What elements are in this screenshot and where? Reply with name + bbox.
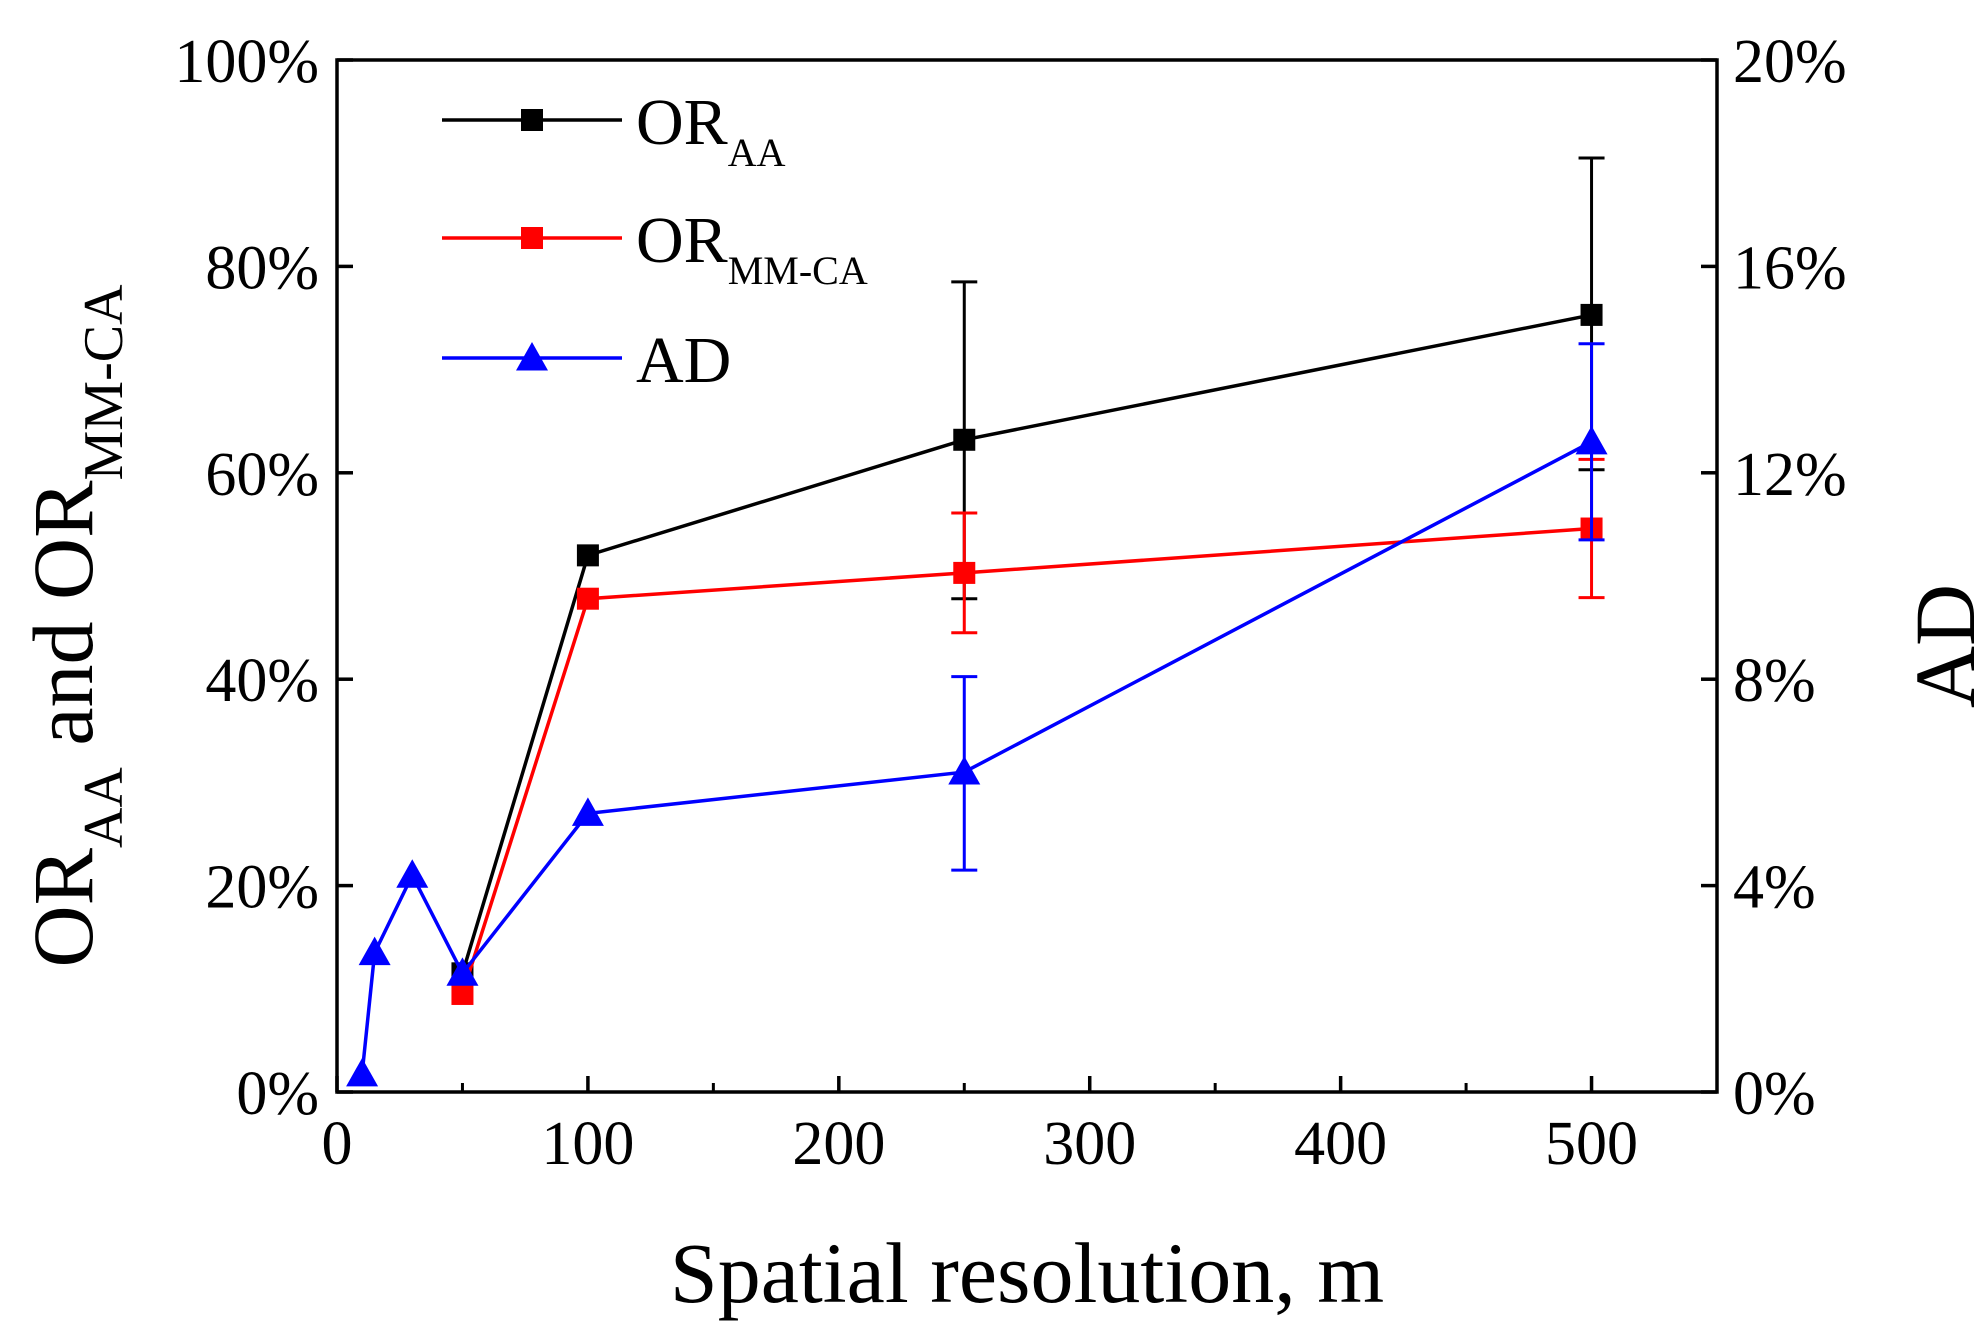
y-left-title-or1: OR xyxy=(15,847,111,967)
legend-item-ad: AD xyxy=(442,324,731,397)
series-line xyxy=(360,440,1593,1075)
x-tick-label: 300 xyxy=(1043,1110,1136,1178)
axes: 0 100 200 300 400 500 0% 20% 40% 60% 80% 100% 0% 4% 8%… xyxy=(174,28,1846,1178)
x-tick-label: 500 xyxy=(1545,1110,1638,1178)
data-point xyxy=(1575,425,1608,455)
data-point xyxy=(576,587,599,610)
data-point xyxy=(576,544,599,567)
series-line xyxy=(460,313,1592,974)
x-tick-label: 100 xyxy=(541,1110,634,1178)
data-point xyxy=(346,1057,379,1087)
y-left-tick-label: 40% xyxy=(205,647,319,715)
y-left-title-mid: and OR xyxy=(15,480,111,767)
series-or_mm-ca xyxy=(451,457,1605,1005)
data-point xyxy=(446,957,479,986)
series-or_aa xyxy=(451,156,1605,985)
legend-item-or_mm-ca: ORMM-CA xyxy=(442,204,868,293)
legend-label-sub: AA xyxy=(728,130,786,175)
y-left-tick-label: 80% xyxy=(205,234,319,302)
data-point xyxy=(571,797,604,826)
legend-label: ORAA xyxy=(636,86,786,175)
legend-label: AD xyxy=(636,324,731,397)
data-point xyxy=(1580,303,1603,326)
data-point xyxy=(358,936,391,966)
legend-label-sub: MM-CA xyxy=(728,248,868,293)
legend-label-main: AD xyxy=(636,324,731,397)
x-tick-label: 0 xyxy=(322,1110,353,1178)
y-right-tick-label: 16% xyxy=(1733,234,1847,302)
data-point xyxy=(396,859,429,888)
axis-titles: Spatial resolution, m ORAA and ORMM-CA AD xyxy=(15,284,1984,1321)
legend-marker xyxy=(516,342,548,371)
legend-label: ORMM-CA xyxy=(636,204,868,293)
data-point xyxy=(953,428,976,451)
y-right-tick-label: 20% xyxy=(1733,28,1847,96)
legend-marker xyxy=(521,227,543,249)
plot-area xyxy=(346,156,1608,1087)
y-left-tick-label: 100% xyxy=(174,28,319,96)
series-line xyxy=(460,526,1592,995)
y-left-tick-label: 0% xyxy=(236,1060,319,1128)
series-ad xyxy=(346,342,1608,1087)
y-left-tick-label: 60% xyxy=(205,441,319,509)
legend-marker xyxy=(521,109,543,131)
y-right-tick-label: 12% xyxy=(1733,441,1847,509)
data-point xyxy=(451,982,474,1005)
y-left-tick-label: 20% xyxy=(205,854,319,922)
x-tick-label: 200 xyxy=(792,1110,885,1178)
legend-label-main: OR xyxy=(636,204,728,277)
legend-item-or_aa: ORAA xyxy=(442,86,786,175)
y-left-axis-title: ORAA and ORMM-CA xyxy=(15,284,135,968)
y-right-tick-label: 0% xyxy=(1733,1060,1816,1128)
plot-frame xyxy=(335,58,1719,1094)
data-point xyxy=(953,561,976,584)
y-right-tick-label: 4% xyxy=(1733,854,1816,922)
y-left-title-sub2: MM-CA xyxy=(73,284,135,481)
x-tick-label: 400 xyxy=(1294,1110,1387,1178)
y-right-axis-title: AD xyxy=(1897,584,1984,708)
x-axis-title: Spatial resolution, m xyxy=(670,1225,1384,1321)
data-point xyxy=(948,756,981,785)
y-right-tick-label: 8% xyxy=(1733,647,1816,715)
legend-label-main: OR xyxy=(636,86,728,159)
y-left-title-sub1: AA xyxy=(73,767,135,848)
